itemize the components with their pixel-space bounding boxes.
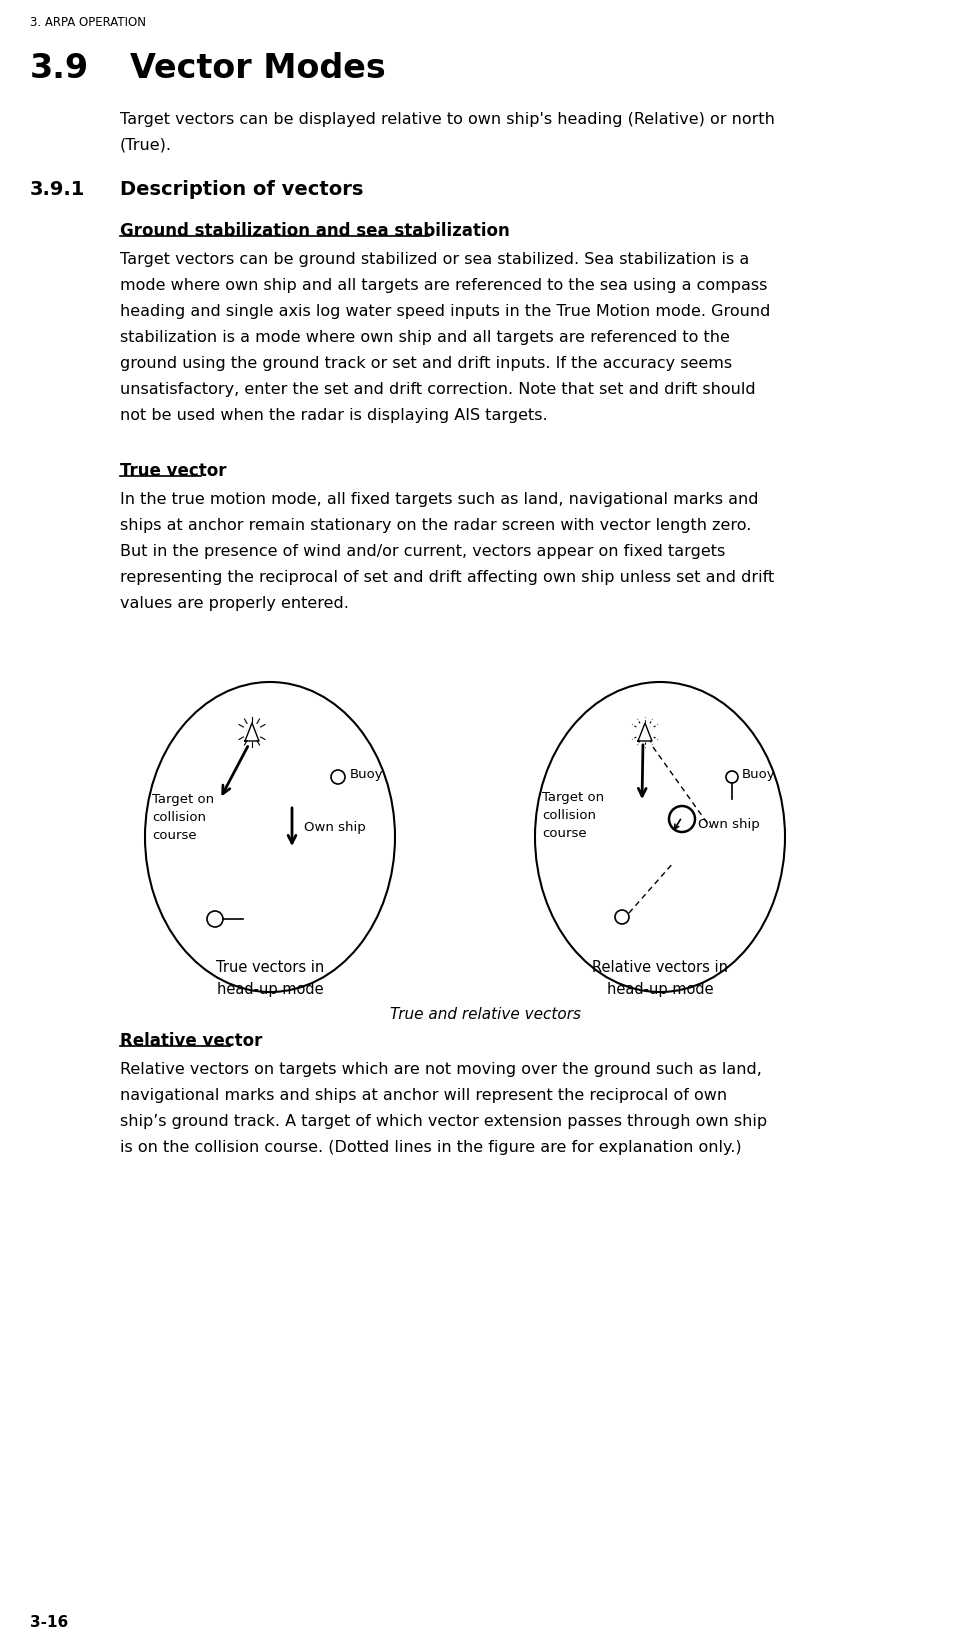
Text: 3.9.1: 3.9.1: [30, 180, 85, 199]
Text: values are properly entered.: values are properly entered.: [120, 596, 349, 610]
Text: (True).: (True).: [120, 139, 172, 153]
Text: navigational marks and ships at anchor will represent the reciprocal of own: navigational marks and ships at anchor w…: [120, 1087, 727, 1102]
Text: ground using the ground track or set and drift inputs. If the accuracy seems: ground using the ground track or set and…: [120, 356, 732, 370]
Text: Description of vectors: Description of vectors: [120, 180, 363, 199]
Text: stabilization is a mode where own ship and all targets are referenced to the: stabilization is a mode where own ship a…: [120, 330, 730, 344]
Text: 3-16: 3-16: [30, 1614, 68, 1629]
Polygon shape: [245, 723, 259, 741]
Text: Buoy: Buoy: [350, 769, 384, 782]
Polygon shape: [638, 723, 652, 741]
Text: Target on
collision
course: Target on collision course: [152, 793, 215, 842]
Text: not be used when the radar is displaying AIS targets.: not be used when the radar is displaying…: [120, 408, 548, 423]
Text: Target vectors can be displayed relative to own ship's heading (Relative) or nor: Target vectors can be displayed relative…: [120, 113, 775, 127]
Text: unsatisfactory, enter the set and drift correction. Note that set and drift shou: unsatisfactory, enter the set and drift …: [120, 382, 755, 397]
Text: ship’s ground track. A target of which vector extension passes through own ship: ship’s ground track. A target of which v…: [120, 1113, 767, 1128]
Text: Target vectors can be ground stabilized or sea stabilized. Sea stabilization is : Target vectors can be ground stabilized …: [120, 251, 750, 268]
Text: head-up mode: head-up mode: [217, 981, 323, 997]
Text: Ground stabilization and sea stabilization: Ground stabilization and sea stabilizati…: [120, 222, 510, 240]
Text: is on the collision course. (Dotted lines in the figure are for explanation only: is on the collision course. (Dotted line…: [120, 1139, 742, 1154]
Text: 3.9: 3.9: [30, 52, 89, 85]
Text: In the true motion mode, all fixed targets such as land, navigational marks and: In the true motion mode, all fixed targe…: [120, 491, 758, 506]
Text: Relative vectors on targets which are not moving over the ground such as land,: Relative vectors on targets which are no…: [120, 1061, 762, 1077]
Text: representing the reciprocal of set and drift affecting own ship unless set and d: representing the reciprocal of set and d…: [120, 570, 774, 584]
Text: Relative vectors in: Relative vectors in: [592, 960, 728, 974]
Text: True vector: True vector: [120, 462, 226, 480]
Text: Own ship: Own ship: [304, 821, 366, 834]
Text: True vectors in: True vectors in: [216, 960, 324, 974]
Text: True and relative vectors: True and relative vectors: [389, 1007, 581, 1022]
Text: 3. ARPA OPERATION: 3. ARPA OPERATION: [30, 16, 146, 29]
Text: Own ship: Own ship: [698, 818, 759, 831]
Text: Target on
collision
course: Target on collision course: [542, 792, 604, 840]
Text: heading and single axis log water speed inputs in the True Motion mode. Ground: heading and single axis log water speed …: [120, 304, 770, 318]
Text: But in the presence of wind and/or current, vectors appear on fixed targets: But in the presence of wind and/or curre…: [120, 543, 725, 558]
Text: Relative vector: Relative vector: [120, 1031, 262, 1049]
Text: ships at anchor remain stationary on the radar screen with vector length zero.: ships at anchor remain stationary on the…: [120, 517, 752, 532]
Text: head-up mode: head-up mode: [607, 981, 714, 997]
Text: Vector Modes: Vector Modes: [130, 52, 385, 85]
Text: Buoy: Buoy: [742, 769, 776, 782]
Text: mode where own ship and all targets are referenced to the sea using a compass: mode where own ship and all targets are …: [120, 277, 767, 292]
